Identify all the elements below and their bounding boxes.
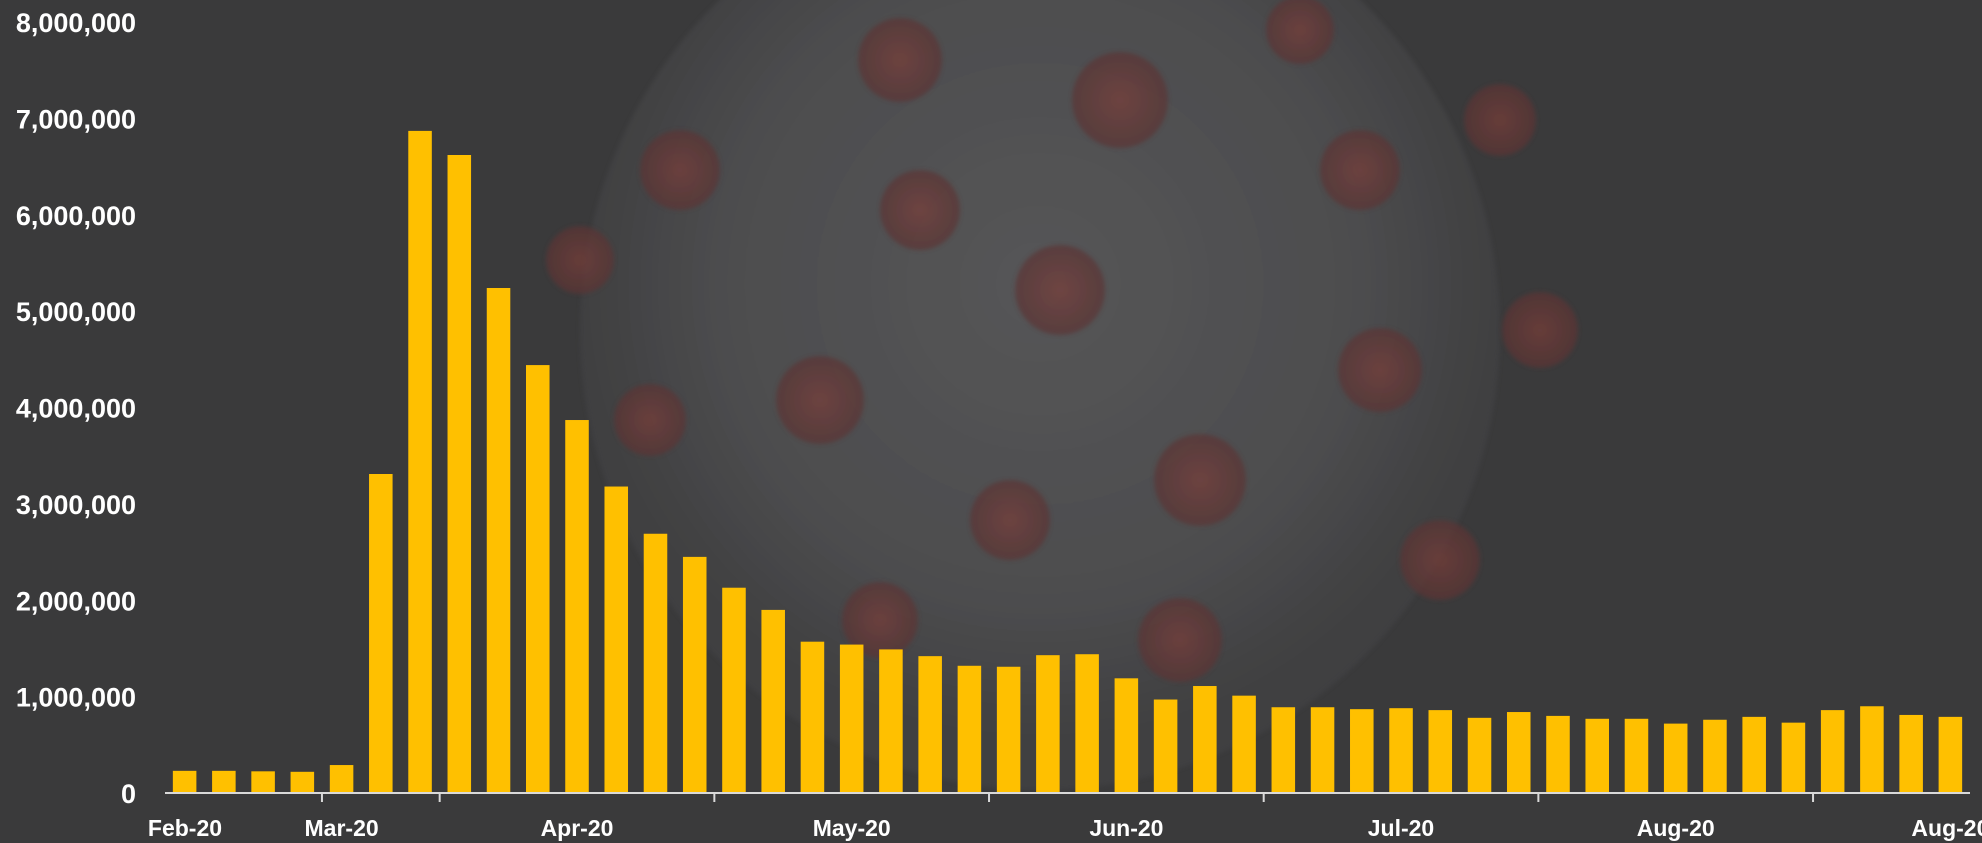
y-tick-label: 6,000,000	[16, 201, 136, 231]
bar	[879, 649, 903, 793]
bar	[800, 641, 825, 793]
y-tick-label: 3,000,000	[16, 490, 136, 520]
bar	[1114, 678, 1139, 793]
y-tick-label: 2,000,000	[16, 586, 136, 616]
x-tick-label: Aug-20	[1637, 815, 1715, 841]
bar	[1153, 699, 1178, 793]
bar	[957, 665, 982, 793]
bar	[1193, 686, 1217, 793]
bar	[212, 770, 236, 793]
bar	[1703, 719, 1727, 793]
bar	[1506, 712, 1531, 793]
bar	[1860, 706, 1884, 793]
bar	[1820, 710, 1845, 793]
bar	[408, 130, 432, 793]
bar	[1271, 707, 1296, 793]
bar	[1624, 718, 1649, 793]
bar	[1781, 722, 1806, 793]
bar	[918, 656, 942, 793]
bar	[1742, 716, 1766, 793]
bar	[565, 420, 589, 793]
x-tick-label: Aug-20	[1911, 815, 1982, 841]
bar	[722, 587, 746, 793]
y-tick-label: 5,000,000	[16, 297, 136, 327]
bar	[839, 644, 864, 793]
bar	[1428, 710, 1453, 793]
bar	[447, 155, 472, 793]
bar	[1036, 655, 1060, 793]
bar	[1899, 714, 1923, 793]
bar	[172, 770, 197, 793]
y-axis: 0 1,000,000 2,000,000 3,000,000 4,000,000 5,0…	[16, 8, 136, 809]
bar	[761, 609, 785, 793]
y-tick-label: 8,000,000	[16, 8, 136, 38]
bar	[526, 365, 550, 793]
bar	[1585, 718, 1609, 793]
bar	[369, 474, 393, 793]
bar	[1075, 654, 1099, 793]
bar	[1232, 695, 1256, 793]
x-tick-label: May-20	[813, 815, 891, 841]
bar	[1546, 715, 1570, 793]
bar	[643, 533, 668, 793]
bar	[996, 666, 1021, 793]
x-tick-label: Jun-20	[1089, 815, 1163, 841]
y-tick-label: 7,000,000	[16, 104, 136, 134]
x-tick-label: Mar-20	[305, 815, 379, 841]
x-tick-label: Feb-20	[148, 815, 222, 841]
bar	[251, 771, 275, 793]
x-axis: Feb-20 Mar-20 Apr-20 May-20 Jun-20 Jul-20 Aug-…	[148, 792, 1982, 841]
bars	[172, 130, 1963, 793]
y-tick-label: 4,000,000	[16, 394, 136, 424]
bar	[604, 486, 629, 793]
bar	[1389, 708, 1413, 793]
bar	[1938, 716, 1963, 793]
y-tick-label: 0	[121, 779, 136, 809]
bar	[1310, 707, 1335, 793]
bar	[329, 765, 354, 793]
bar	[1350, 709, 1374, 793]
bar	[1467, 717, 1492, 793]
y-tick-label: 1,000,000	[16, 683, 136, 713]
x-tick-label: Jul-20	[1368, 815, 1434, 841]
bar	[486, 288, 511, 793]
bar	[682, 556, 707, 793]
bar	[290, 771, 315, 793]
x-tick-label: Apr-20	[541, 815, 614, 841]
bar	[1663, 723, 1688, 793]
